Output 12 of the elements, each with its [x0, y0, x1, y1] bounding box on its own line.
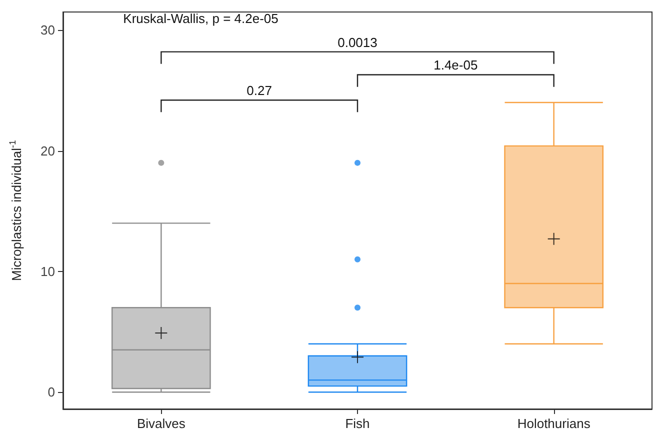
y-tick-label: 0 — [48, 384, 55, 400]
y-tick-label: 30 — [40, 22, 55, 38]
y-tick-label: 20 — [40, 143, 55, 158]
annotation: 0.27 — [246, 83, 272, 98]
annotation: 1.4e-05 — [434, 58, 478, 73]
x-tick-label: Bivalves — [136, 416, 186, 431]
y-tick-label: 10 — [40, 264, 55, 279]
annotation: 0.0013 — [338, 34, 378, 50]
annotation: Kruskal-Wallis, p = 4.2e-05 — [123, 10, 278, 26]
x-tick-label: Holothurians — [517, 416, 591, 431]
y-axis-title: Microplastics individual-1 — [8, 140, 24, 281]
x-tick-label: Fish — [345, 416, 370, 431]
